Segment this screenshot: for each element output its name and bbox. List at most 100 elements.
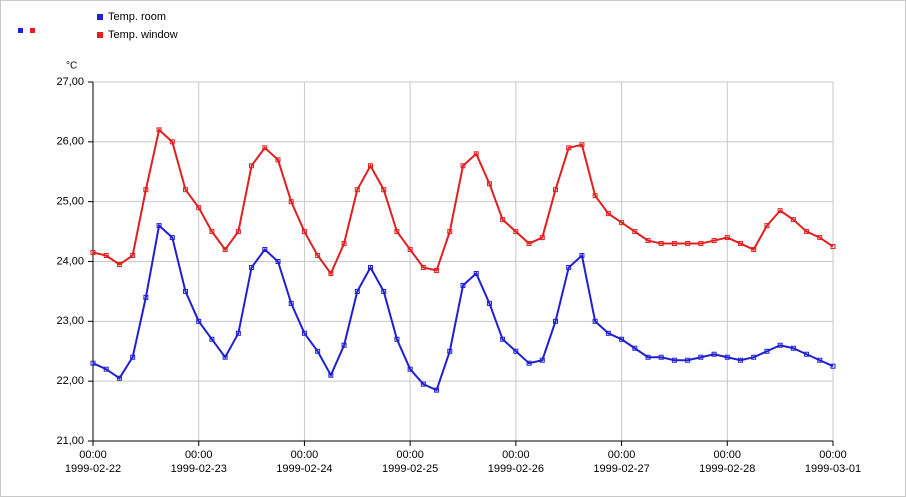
data-point bbox=[539, 235, 545, 241]
data-point bbox=[486, 300, 492, 306]
data-point bbox=[275, 259, 281, 264]
data-point bbox=[486, 181, 492, 187]
data-point bbox=[288, 199, 294, 205]
data-point bbox=[169, 235, 175, 241]
data-point bbox=[513, 229, 519, 235]
data-point bbox=[790, 217, 796, 223]
data-point bbox=[209, 229, 215, 235]
data-point bbox=[130, 253, 136, 259]
x-tick-label: 00:00 bbox=[608, 449, 636, 461]
x-tick-label: 1999-02-27 bbox=[593, 463, 649, 475]
x-tick-label: 1999-02-23 bbox=[171, 463, 227, 475]
x-tick-label: 1999-03-01 bbox=[805, 463, 861, 475]
data-point bbox=[645, 238, 651, 244]
x-tick-label: 00:00 bbox=[291, 449, 319, 461]
data-point bbox=[605, 330, 611, 336]
data-point bbox=[473, 151, 479, 157]
data-point bbox=[751, 354, 757, 360]
data-point bbox=[526, 360, 532, 366]
data-point bbox=[804, 229, 810, 235]
x-tick-label: 00:00 bbox=[185, 449, 213, 461]
data-point bbox=[619, 220, 625, 226]
x-tick-label: 1999-02-28 bbox=[699, 463, 755, 475]
data-point bbox=[711, 238, 717, 244]
data-point bbox=[169, 139, 175, 145]
data-point bbox=[420, 381, 426, 387]
legend-icon bbox=[18, 28, 23, 33]
data-point bbox=[394, 336, 400, 342]
data-point bbox=[764, 348, 770, 354]
data-point bbox=[605, 211, 611, 217]
data-point bbox=[301, 330, 307, 336]
data-point bbox=[156, 223, 162, 229]
series-line bbox=[92, 127, 834, 276]
y-tick-label: 23,00 bbox=[56, 315, 84, 327]
data-point bbox=[143, 187, 149, 193]
data-point bbox=[90, 360, 96, 366]
y-tick-label: 25,00 bbox=[56, 196, 84, 208]
data-point bbox=[553, 318, 558, 324]
data-point bbox=[817, 235, 823, 241]
data-point bbox=[671, 357, 677, 363]
data-point bbox=[262, 247, 268, 253]
data-point bbox=[539, 357, 545, 363]
y-axis-label: °C bbox=[66, 61, 77, 72]
data-point bbox=[447, 229, 453, 235]
data-point bbox=[777, 208, 783, 214]
data-point bbox=[249, 264, 255, 270]
data-point bbox=[183, 187, 188, 193]
y-tick-label: 22,00 bbox=[56, 375, 84, 387]
data-point bbox=[434, 267, 440, 273]
data-point bbox=[341, 342, 347, 348]
data-point bbox=[619, 336, 625, 342]
data-point bbox=[566, 145, 572, 151]
data-point bbox=[394, 229, 400, 235]
legend-label: Temp. window bbox=[108, 29, 178, 41]
data-point bbox=[328, 372, 334, 378]
x-tick-label: 1999-02-26 bbox=[488, 463, 544, 475]
x-tick-label: 1999-02-24 bbox=[276, 463, 332, 475]
data-point bbox=[500, 336, 506, 342]
x-tick-label: 00:00 bbox=[714, 449, 742, 461]
data-point bbox=[553, 187, 558, 193]
data-point bbox=[671, 241, 677, 247]
data-point bbox=[235, 229, 241, 235]
data-point bbox=[711, 351, 717, 357]
data-point bbox=[209, 336, 215, 342]
data-point bbox=[460, 163, 466, 169]
data-point bbox=[698, 354, 704, 360]
x-tick-label: 1999-02-25 bbox=[382, 463, 438, 475]
data-point bbox=[368, 264, 373, 270]
data-point bbox=[447, 348, 453, 354]
legend-swatch bbox=[97, 32, 103, 38]
data-point bbox=[579, 142, 585, 148]
legend-label: Temp. room bbox=[108, 11, 166, 23]
data-point bbox=[460, 282, 466, 288]
data-point bbox=[407, 366, 413, 372]
data-point bbox=[420, 264, 426, 270]
data-point bbox=[116, 261, 122, 267]
data-point bbox=[315, 348, 321, 354]
y-tick-label: 24,00 bbox=[56, 255, 84, 267]
data-point bbox=[90, 250, 96, 256]
data-point bbox=[632, 345, 638, 351]
x-tick-label: 00:00 bbox=[819, 449, 847, 461]
data-point bbox=[592, 193, 598, 199]
data-point bbox=[407, 247, 413, 253]
data-point bbox=[804, 351, 810, 357]
data-point bbox=[354, 187, 360, 193]
data-point bbox=[738, 357, 743, 363]
y-tick-label: 21,00 bbox=[56, 435, 84, 447]
data-point bbox=[632, 229, 638, 235]
data-point bbox=[381, 187, 387, 193]
data-point bbox=[658, 241, 664, 247]
data-point bbox=[434, 387, 440, 393]
data-point bbox=[513, 348, 519, 354]
data-point bbox=[196, 205, 202, 211]
data-point bbox=[777, 342, 783, 348]
data-point bbox=[764, 223, 770, 229]
x-tick-label: 00:00 bbox=[79, 449, 107, 461]
data-point bbox=[103, 253, 109, 259]
data-point bbox=[526, 241, 532, 247]
